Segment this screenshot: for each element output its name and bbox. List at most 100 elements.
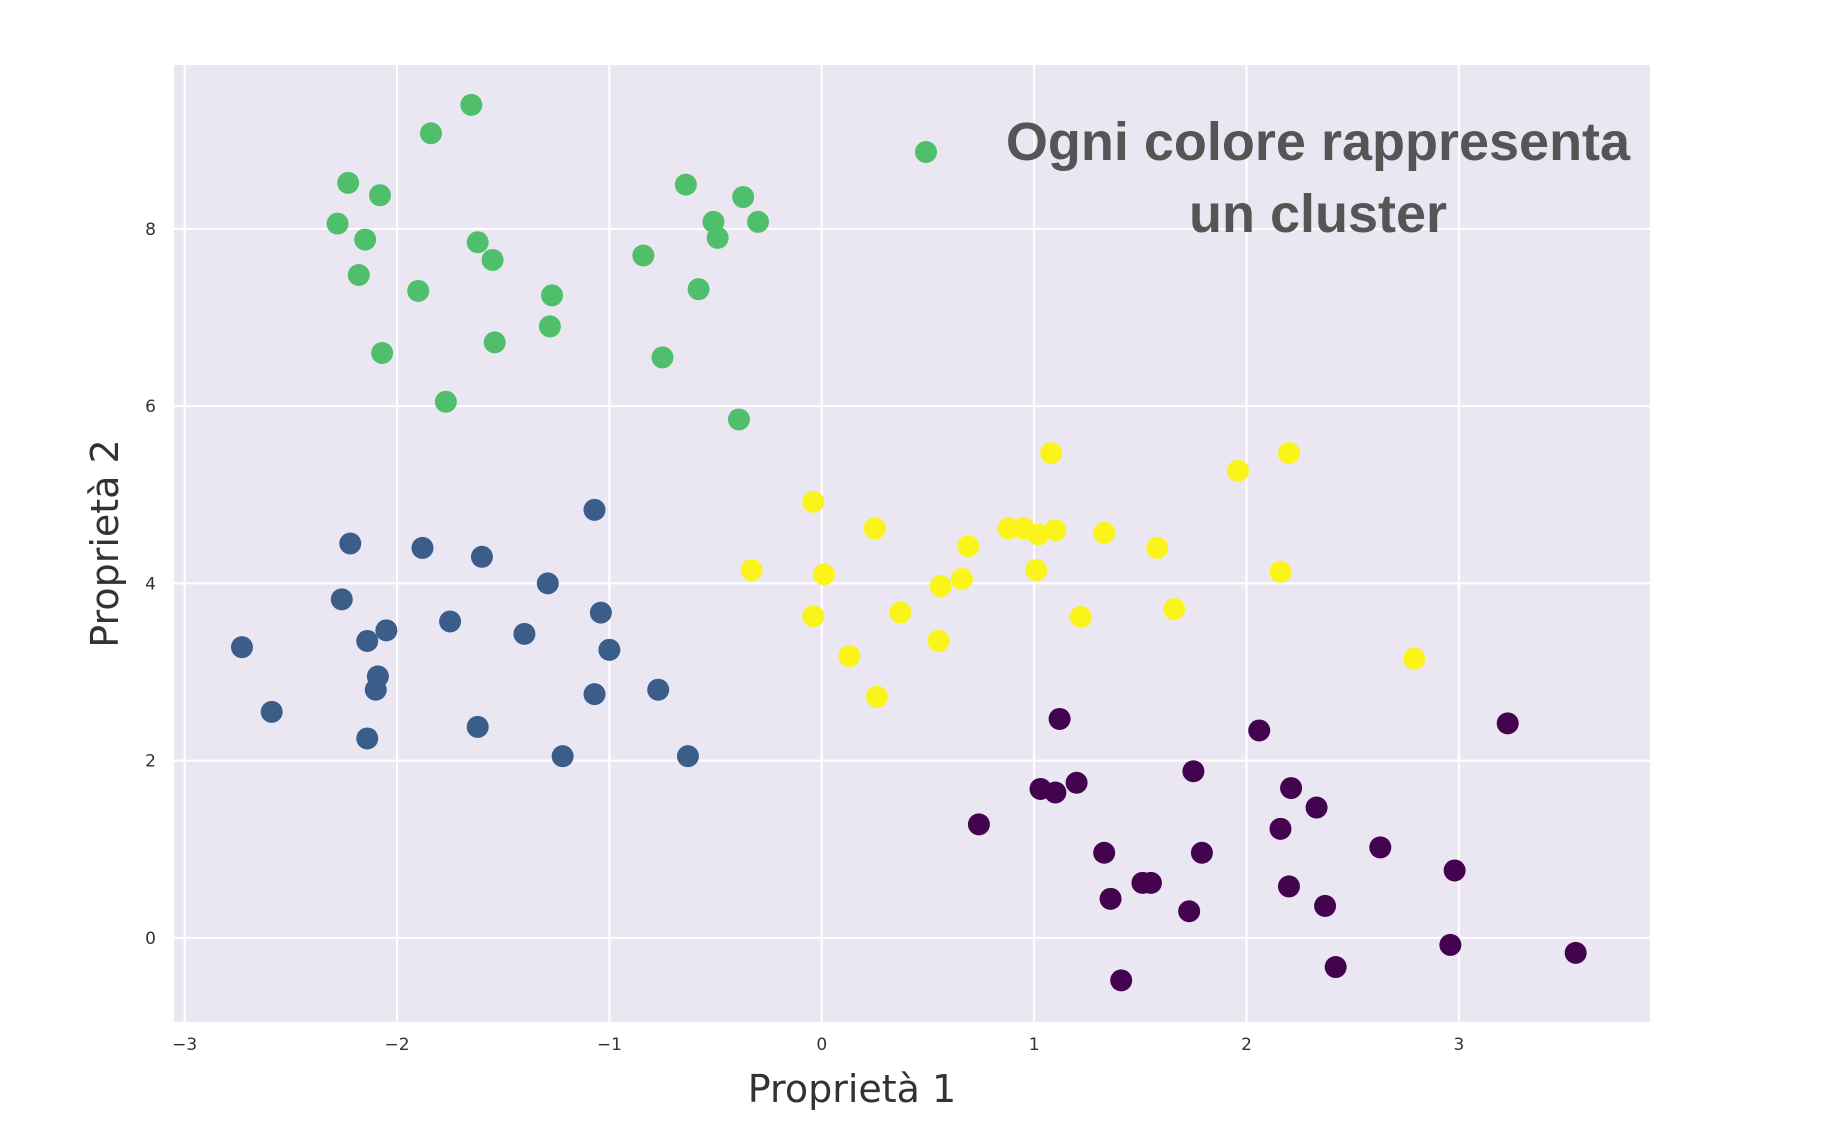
data-point-cluster-1	[483, 331, 506, 354]
data-point-cluster-3	[1269, 560, 1292, 583]
data-point-cluster-2	[364, 678, 387, 701]
x-tick-label: −1	[597, 1035, 622, 1055]
data-point-cluster-2	[339, 532, 362, 555]
data-point-cluster-4	[1099, 887, 1122, 910]
data-point-cluster-2	[551, 745, 574, 768]
data-point-cluster-4	[1305, 796, 1328, 819]
data-point-cluster-3	[929, 575, 952, 598]
data-point-cluster-4	[1093, 841, 1116, 864]
data-point-cluster-3	[1163, 598, 1186, 621]
data-point-cluster-2	[676, 745, 699, 768]
data-point-cluster-4	[1178, 900, 1201, 923]
data-point-cluster-2	[230, 636, 253, 659]
x-tick-label: 0	[816, 1035, 827, 1055]
data-point-cluster-3	[865, 685, 888, 708]
y-tick-label: 0	[145, 929, 156, 949]
data-point-cluster-1	[481, 248, 504, 271]
data-point-cluster-4	[1443, 859, 1466, 882]
data-point-cluster-3	[1277, 442, 1300, 465]
data-point-cluster-2	[330, 588, 353, 611]
data-point-cluster-2	[439, 610, 462, 633]
data-point-cluster-1	[687, 278, 710, 301]
data-point-cluster-3	[838, 645, 861, 668]
data-point-cluster-4	[1277, 875, 1300, 898]
legend-annotation: Ogni colore rappresenta un cluster	[915, 112, 1631, 244]
data-point-cluster-3	[1044, 519, 1067, 542]
x-tick-label: 2	[1241, 1035, 1252, 1055]
data-point-cluster-4	[1269, 817, 1292, 840]
x-tick-label: 3	[1453, 1035, 1464, 1055]
data-point-cluster-1	[651, 346, 674, 369]
data-point-cluster-3	[812, 563, 835, 586]
data-point-cluster-2	[589, 601, 612, 624]
tick-labels: −3 −2 −1 0 1 2 3 0 2 4 6 8	[145, 220, 1464, 1055]
data-point-cluster-1	[354, 228, 377, 251]
data-point-cluster-1	[369, 184, 392, 207]
legend-text-line-1: Ogni colore rappresenta	[1006, 112, 1631, 172]
data-point-cluster-1	[727, 408, 750, 431]
data-point-cluster-3	[802, 490, 825, 513]
data-point-cluster-3	[957, 535, 980, 558]
data-point-cluster-3	[1069, 606, 1092, 629]
data-point-cluster-1	[419, 122, 442, 145]
data-point-cluster-4	[1139, 871, 1162, 894]
data-point-cluster-2	[356, 629, 379, 652]
data-point-cluster-2	[583, 683, 606, 706]
grid-lines	[174, 65, 1650, 1022]
data-point-cluster-4	[1044, 781, 1067, 804]
data-points	[230, 93, 1587, 992]
y-tick-label: 2	[145, 752, 156, 772]
data-point-cluster-2	[598, 638, 621, 661]
data-point-cluster-3	[1040, 442, 1063, 465]
data-point-cluster-4	[1564, 941, 1587, 964]
data-point-cluster-3	[927, 629, 950, 652]
data-point-cluster-3	[1403, 647, 1426, 670]
data-point-cluster-1	[434, 390, 457, 413]
x-axis-label: Proprietà 1	[748, 1067, 956, 1111]
data-point-cluster-1	[747, 210, 770, 233]
data-point-cluster-1	[541, 284, 564, 307]
data-point-cluster-4	[1048, 707, 1071, 730]
data-point-cluster-3	[950, 567, 973, 590]
data-point-cluster-2	[536, 572, 559, 595]
data-point-cluster-2	[583, 498, 606, 521]
data-point-cluster-2	[260, 700, 283, 723]
data-point-cluster-4	[1314, 894, 1337, 917]
x-tick-label: 1	[1029, 1035, 1040, 1055]
data-point-cluster-1	[347, 264, 370, 287]
legend-marker	[915, 141, 937, 163]
data-point-cluster-1	[371, 341, 394, 364]
data-point-cluster-3	[1146, 536, 1169, 559]
data-point-cluster-3	[1093, 521, 1116, 544]
data-point-cluster-1	[706, 226, 729, 249]
data-point-cluster-4	[1110, 969, 1133, 992]
data-point-cluster-2	[647, 678, 670, 701]
data-point-cluster-2	[513, 622, 536, 645]
data-point-cluster-3	[740, 559, 763, 582]
data-point-cluster-2	[470, 545, 493, 568]
data-point-cluster-1	[326, 212, 349, 235]
data-point-cluster-1	[407, 279, 430, 302]
data-point-cluster-1	[632, 244, 655, 267]
data-point-cluster-4	[1190, 841, 1213, 864]
data-point-cluster-1	[674, 173, 697, 196]
data-point-cluster-2	[411, 536, 434, 559]
data-point-cluster-1	[538, 315, 561, 338]
data-point-cluster-4	[967, 813, 990, 836]
data-point-cluster-4	[1439, 933, 1462, 956]
y-tick-label: 4	[145, 574, 156, 594]
data-point-cluster-4	[1369, 836, 1392, 859]
data-point-cluster-1	[460, 93, 483, 116]
data-point-cluster-4	[1280, 777, 1303, 800]
data-point-cluster-3	[863, 517, 886, 540]
data-point-cluster-3	[1027, 523, 1050, 546]
data-point-cluster-1	[466, 231, 489, 254]
data-point-cluster-3	[1226, 459, 1249, 482]
data-point-cluster-3	[889, 601, 912, 624]
data-point-cluster-4	[1065, 771, 1088, 794]
data-point-cluster-2	[466, 715, 489, 738]
y-tick-label: 8	[145, 220, 156, 240]
data-point-cluster-4	[1182, 760, 1205, 783]
data-point-cluster-2	[356, 727, 379, 750]
